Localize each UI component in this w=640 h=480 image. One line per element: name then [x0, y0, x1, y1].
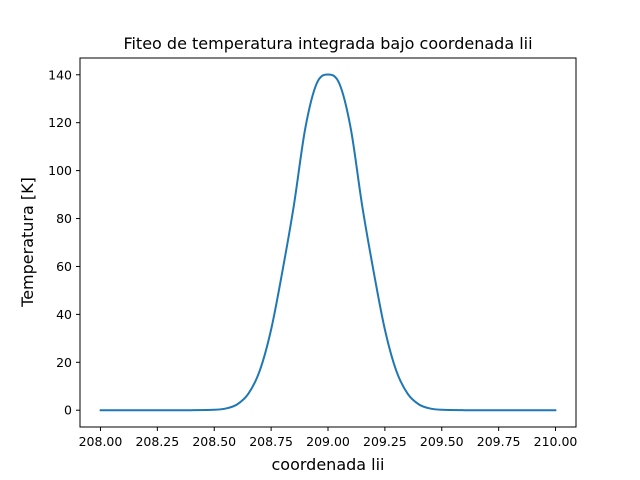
x-tick-label: 208.50	[192, 434, 236, 449]
series-layer	[99, 73, 557, 412]
plot-frame	[79, 57, 577, 428]
y-tick-label: 80	[56, 211, 72, 226]
x-tick-label: 208.00	[79, 434, 123, 449]
y-tick-label: 0	[64, 403, 72, 418]
chart-title: Fiteo de temperatura integrada bajo coor…	[123, 34, 532, 53]
y-tick-label: 100	[48, 163, 72, 178]
x-tick-label: 208.75	[249, 434, 293, 449]
x-tick-label: 210.00	[534, 434, 578, 449]
series-line-0	[99, 73, 557, 412]
y-axis-ticks: 0 20 40 60 80 100 120 140	[48, 67, 80, 418]
x-axis-ticks: 208.00 208.25 208.50 208.75 209.00 209.25 209.…	[79, 427, 578, 449]
x-axis-label: coordenada lii	[272, 455, 385, 474]
y-axis-label: Temperatura [K]	[18, 177, 37, 308]
y-tick-label: 20	[56, 355, 72, 370]
x-tick-label: 209.25	[363, 434, 407, 449]
x-tick-label: 209.75	[477, 434, 521, 449]
y-tick-label: 120	[48, 115, 72, 130]
x-tick-label: 208.25	[135, 434, 179, 449]
x-tick-label: 209.00	[306, 434, 350, 449]
x-tick-label: 209.50	[420, 434, 464, 449]
y-tick-label: 140	[48, 67, 72, 82]
y-tick-label: 60	[56, 259, 72, 274]
y-tick-label: 40	[56, 307, 72, 322]
